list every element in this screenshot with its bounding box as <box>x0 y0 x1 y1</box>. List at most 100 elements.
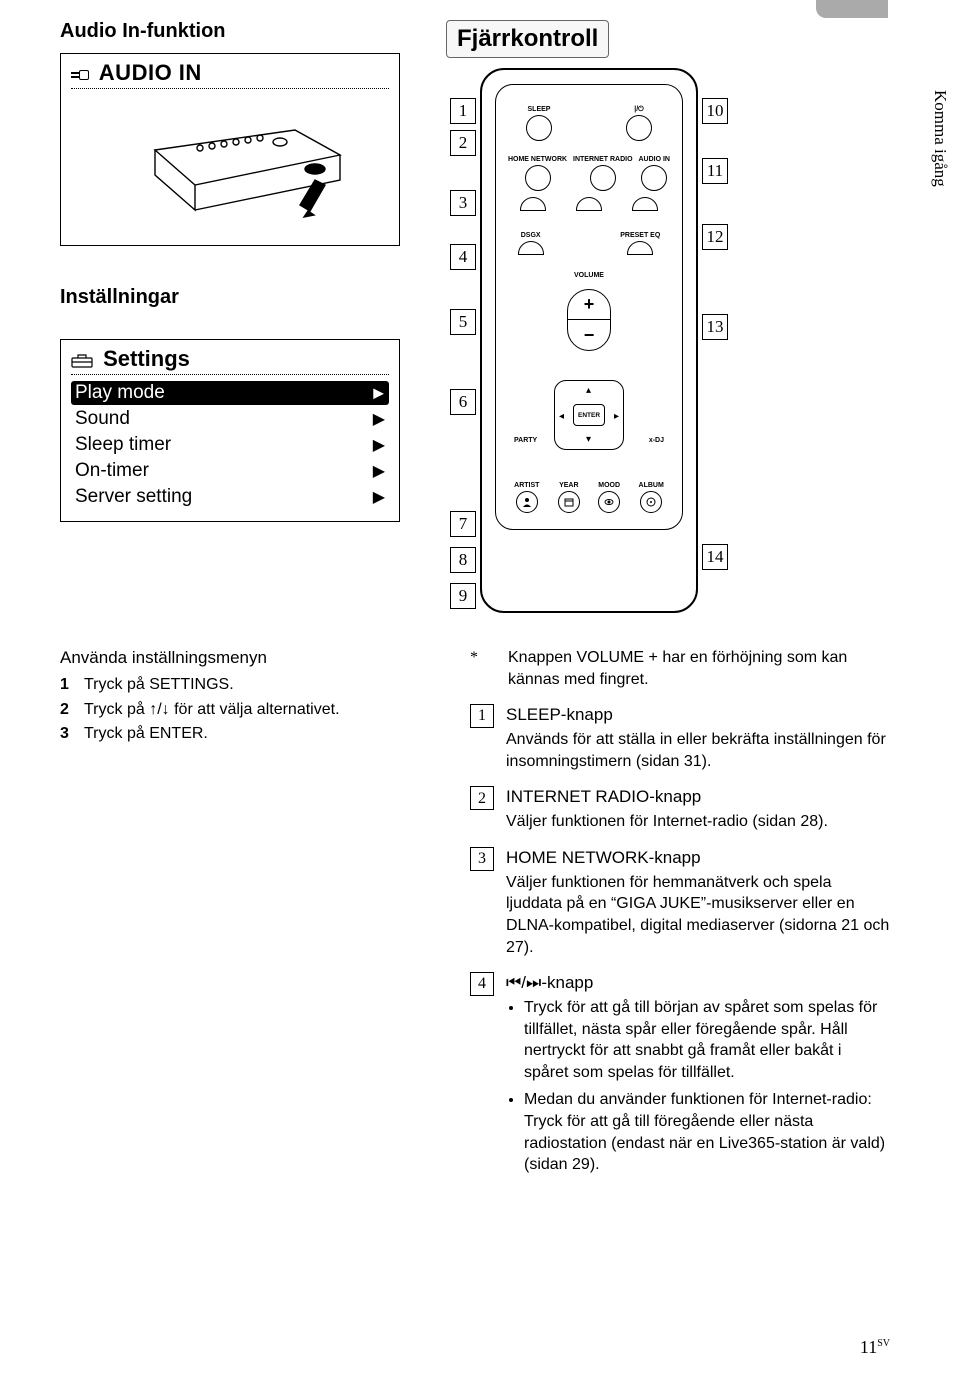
note-star: * <box>470 647 496 690</box>
remote-left-callouts: 123456789 <box>450 68 476 613</box>
audio-in-heading: Audio In-funktion <box>60 20 430 43</box>
dpad-up-icon: ▴ <box>586 385 591 396</box>
callout-box: 7 <box>450 511 476 537</box>
person-icon <box>522 497 532 507</box>
callout-box: 12 <box>702 224 728 250</box>
mood-button[interactable] <box>598 491 620 513</box>
volume-label: VOLUME <box>574 263 604 279</box>
internet-radio-button[interactable] <box>590 165 616 191</box>
chevron-right-icon: ▶ <box>373 461 385 481</box>
settings-menu-item[interactable]: Play mode▶ <box>71 381 389 405</box>
menu-item-label: Sound <box>75 408 130 430</box>
year-button[interactable] <box>558 491 580 513</box>
callout-box: 8 <box>450 547 476 573</box>
nav-cluster: ENTER ▴ ▾ ◂ ▸ PARTY x-DJ <box>514 377 664 467</box>
callout-box: 14 <box>702 544 728 570</box>
toolbox-icon <box>71 348 93 364</box>
description-block: 1 SLEEP-knappAnvänds för att ställa in el… <box>470 704 890 772</box>
instructions-column: Använda inställningsmenyn 1 Tryck på SETT… <box>60 647 430 1196</box>
settings-menu-item[interactable]: Sleep timer ▶ <box>71 433 389 457</box>
party-label: PARTY <box>514 437 537 444</box>
instructions-title: Använda inställningsmenyn <box>60 647 430 670</box>
desc-title: INTERNET RADIO-knapp <box>506 786 890 809</box>
callout-box: 2 <box>450 130 476 156</box>
volume-rocker[interactable]: + − <box>567 289 611 351</box>
desc-text: Väljer funktionen för Internet-radio (si… <box>506 811 890 833</box>
callout-box: 4 <box>450 244 476 270</box>
artist-label: ARTIST <box>514 473 539 489</box>
sleep-button[interactable] <box>526 115 552 141</box>
menu-item-label: Sleep timer <box>75 434 171 456</box>
descriptions-column: * Knappen VOLUME + har en förhöjning som… <box>470 647 890 1196</box>
callout-box: 11 <box>702 158 728 184</box>
step-text: Tryck på ENTER. <box>84 723 208 745</box>
home-network-label: HOME NETWORK <box>508 147 567 163</box>
internet-radio-label: INTERNET RADIO <box>573 147 633 163</box>
page-tab <box>816 0 888 18</box>
year-label: YEAR <box>559 473 578 489</box>
chevron-right-icon: ▶ <box>373 435 385 455</box>
remote-body: SLEEP |/⏻ HOME NETWORK INTERNET RADIO AU… <box>480 68 698 613</box>
chevron-right-icon: ▶ <box>373 487 385 507</box>
dsgx-button[interactable] <box>518 241 544 255</box>
left-column: Audio In-funktion AUDIO IN <box>60 20 430 613</box>
next-track-button[interactable] <box>632 197 658 211</box>
chevron-right-icon: ▶ <box>373 409 385 429</box>
artist-button[interactable] <box>516 491 538 513</box>
page-lang: SV <box>877 1338 890 1349</box>
remote-inner: SLEEP |/⏻ HOME NETWORK INTERNET RADIO AU… <box>495 84 683 530</box>
settings-menu-item[interactable]: On-timer▶ <box>71 459 389 483</box>
desc-title: ⏮/⏭-knapp <box>506 972 890 995</box>
settings-menu-list: Play mode▶Sound▶Sleep timer▶On-timer▶Ser… <box>71 381 389 509</box>
step-text: Tryck på SETTINGS. <box>84 674 234 696</box>
menu-item-label: Play mode <box>75 382 165 404</box>
dpad-right-icon: ▸ <box>614 411 619 422</box>
play-pause-button[interactable] <box>576 197 602 211</box>
eye-icon <box>604 497 614 507</box>
desc-body: SLEEP-knappAnvänds för att ställa in ell… <box>506 704 890 772</box>
dpad[interactable]: ENTER ▴ ▾ ◂ ▸ <box>554 380 624 450</box>
sleep-label: SLEEP <box>528 97 551 113</box>
desc-title: HOME NETWORK-knapp <box>506 847 890 870</box>
description-block: 2INTERNET RADIO-knappVäljer funktionen f… <box>470 786 890 833</box>
home-network-button[interactable] <box>525 165 551 191</box>
step-text: Tryck på ↑/↓ för att välja alternativet. <box>84 699 340 721</box>
desc-text: Används för att ställa in eller bekräfta… <box>506 729 890 772</box>
top-region: Audio In-funktion AUDIO IN <box>60 20 890 613</box>
page-footer: 11SV <box>860 1337 890 1358</box>
settings-title: Settings <box>71 346 389 375</box>
step-num: 1 <box>60 674 74 696</box>
settings-menu-item[interactable]: Server setting ▶ <box>71 485 389 509</box>
fjarrkontroll-heading: Fjärrkontroll <box>446 20 609 58</box>
desc-text: Väljer funktionen för hemmanätverk och s… <box>506 872 890 958</box>
remote-right-callouts: 1011121314 <box>702 68 728 613</box>
right-column: Fjärrkontroll 123456789 SLEEP |/⏻ HOME N… <box>450 20 890 613</box>
power-button[interactable] <box>626 115 652 141</box>
callout-box: 1 <box>450 98 476 124</box>
audio-in-button[interactable] <box>641 165 667 191</box>
desc-bullet: Medan du använder funktionen för Interne… <box>524 1089 890 1175</box>
settings-menu-item[interactable]: Sound ▶ <box>71 407 389 431</box>
desc-callout-number: 1 <box>470 704 494 728</box>
preset-eq-button[interactable] <box>627 241 653 255</box>
desc-body: INTERNET RADIO-knappVäljer funktionen fö… <box>506 786 890 833</box>
dpad-down-icon: ▾ <box>586 434 591 445</box>
prev-track-button[interactable] <box>520 197 546 211</box>
desc-title: SLEEP-knapp <box>506 704 890 727</box>
device-illustration <box>100 95 360 235</box>
volume-down-button[interactable]: − <box>568 320 610 350</box>
xdj-label: x-DJ <box>649 437 664 444</box>
volume-up-button[interactable]: + <box>568 290 610 320</box>
plug-icon <box>71 68 89 82</box>
album-label: ALBUM <box>639 473 664 489</box>
power-label: |/⏻ <box>634 97 643 113</box>
description-block: 4⏮/⏭-knappTryck för att gå till början a… <box>470 972 890 1182</box>
note-text: Knappen VOLUME + har en förhöjning som k… <box>508 647 890 690</box>
enter-button[interactable]: ENTER <box>573 404 605 426</box>
dsgx-label: DSGX <box>521 223 541 239</box>
audio-in-title: AUDIO IN <box>71 60 389 89</box>
album-button[interactable] <box>640 491 662 513</box>
remote-diagram: 123456789 SLEEP |/⏻ HOME NETWORK INTERNE… <box>450 68 890 613</box>
menu-item-label: Server setting <box>75 486 192 508</box>
desc-bullet-list: Tryck för att gå till början av spåret s… <box>506 997 890 1176</box>
